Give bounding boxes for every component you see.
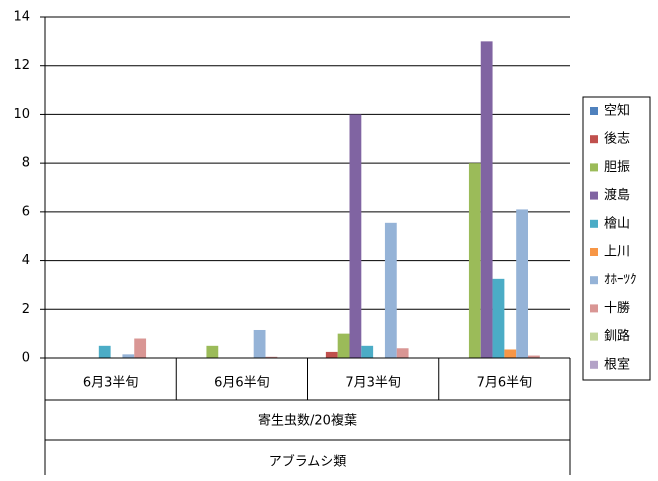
legend-label: 釧路 <box>604 328 630 344</box>
legend-swatch <box>590 360 598 369</box>
legend-label: ｵﾎｰﾂｸ <box>604 273 637 288</box>
bar <box>253 329 266 358</box>
legend-swatch <box>590 276 598 285</box>
bar <box>325 351 338 358</box>
bar <box>349 114 362 358</box>
x-tick-label: 7月3半旬 <box>345 376 401 391</box>
y-tick-label: 14 <box>13 10 30 25</box>
legend-label: 根室 <box>604 356 630 372</box>
bar <box>396 348 409 358</box>
bar <box>516 209 528 358</box>
legend-swatch <box>590 163 598 172</box>
bar <box>492 278 505 358</box>
y-tick-label: 12 <box>13 58 30 73</box>
legend-label: 胆振 <box>604 160 630 175</box>
bar <box>337 333 350 358</box>
x-tick-label: 7月6半旬 <box>477 376 533 391</box>
bar <box>361 345 374 358</box>
y-tick-label: 8 <box>22 156 30 171</box>
y-tick-label: 10 <box>13 107 30 122</box>
legend-label: 檜山 <box>604 215 630 231</box>
bar <box>134 338 147 358</box>
y-tick-label: 2 <box>22 302 30 317</box>
legend-swatch <box>590 248 598 256</box>
bar <box>480 41 493 358</box>
legend-swatch <box>590 135 598 144</box>
legend-swatch <box>590 332 598 341</box>
y-tick-label: 6 <box>22 204 30 219</box>
bar <box>98 345 111 358</box>
x-tick-label: 6月3半旬 <box>83 376 139 391</box>
y-tick-label: 4 <box>22 253 30 268</box>
y-tick-label: 0 <box>22 351 30 366</box>
legend-swatch <box>590 304 598 313</box>
legend-label: 渡島 <box>604 187 630 203</box>
bar <box>206 345 219 358</box>
legend-label: 十勝 <box>604 301 630 316</box>
legend-swatch <box>590 191 598 200</box>
bar <box>122 354 135 358</box>
legend-label: 上川 <box>604 245 630 260</box>
category-level-label: 寄生虫数/20複葉 <box>258 413 357 429</box>
bar <box>265 356 278 358</box>
category-level-label: アブラムシ類 <box>269 454 347 470</box>
x-tick-label: 6月6半旬 <box>214 376 270 391</box>
bar <box>468 163 481 358</box>
bar <box>504 349 517 358</box>
legend-label: 後志 <box>604 132 630 147</box>
bar <box>528 355 540 358</box>
legend-swatch <box>590 219 598 228</box>
bar <box>384 222 397 358</box>
legend-label: 空知 <box>604 103 630 119</box>
legend-swatch <box>590 107 598 115</box>
